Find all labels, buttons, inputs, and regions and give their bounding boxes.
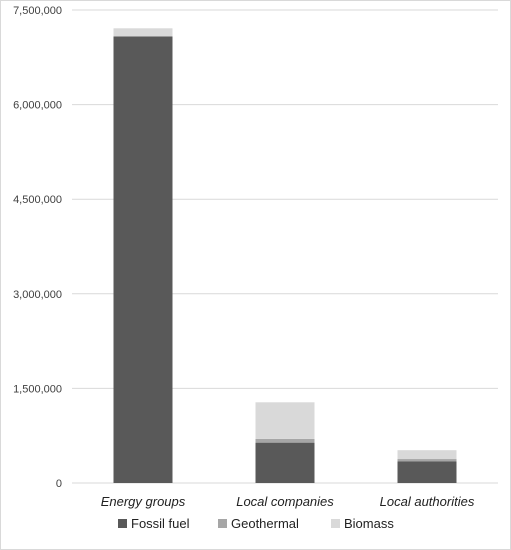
bars (113, 28, 457, 483)
legend: Fossil fuel Geothermal Biomass (118, 516, 394, 531)
legend-swatch (118, 519, 127, 528)
legend-swatch (218, 519, 227, 528)
bar-segment-fossil-fuel (255, 442, 315, 483)
legend-label: Biomass (344, 516, 394, 531)
y-tick-label: 7,500,000 (13, 5, 62, 17)
y-axis-labels: 0 1,500,000 3,000,000 4,500,000 6,000,000 7,5… (13, 5, 62, 490)
y-tick-label: 0 (56, 478, 62, 490)
legend-swatch (331, 519, 340, 528)
legend-label: Fossil fuel (131, 516, 190, 531)
legend-label: Geothermal (231, 516, 299, 531)
x-category-label: Energy groups (101, 494, 186, 509)
bar-segment-fossil-fuel (397, 461, 457, 483)
x-axis-labels: Energy groups Local companies Local author… (101, 494, 475, 509)
y-tick-label: 1,500,000 (13, 383, 62, 395)
y-tick-label: 3,000,000 (13, 289, 62, 301)
y-tick-label: 6,000,000 (13, 100, 62, 112)
bar-segment-fossil-fuel (113, 36, 173, 483)
bar-segment-biomass (113, 28, 173, 37)
x-category-label: Local authorities (380, 494, 475, 509)
bar-segment-biomass (255, 402, 315, 439)
bar-segment-biomass (397, 450, 457, 460)
bar-segment-geothermal (255, 438, 315, 443)
bar-segment-geothermal (397, 459, 457, 462)
x-category-label: Local companies (236, 494, 334, 509)
y-tick-label: 4,500,000 (13, 194, 62, 206)
